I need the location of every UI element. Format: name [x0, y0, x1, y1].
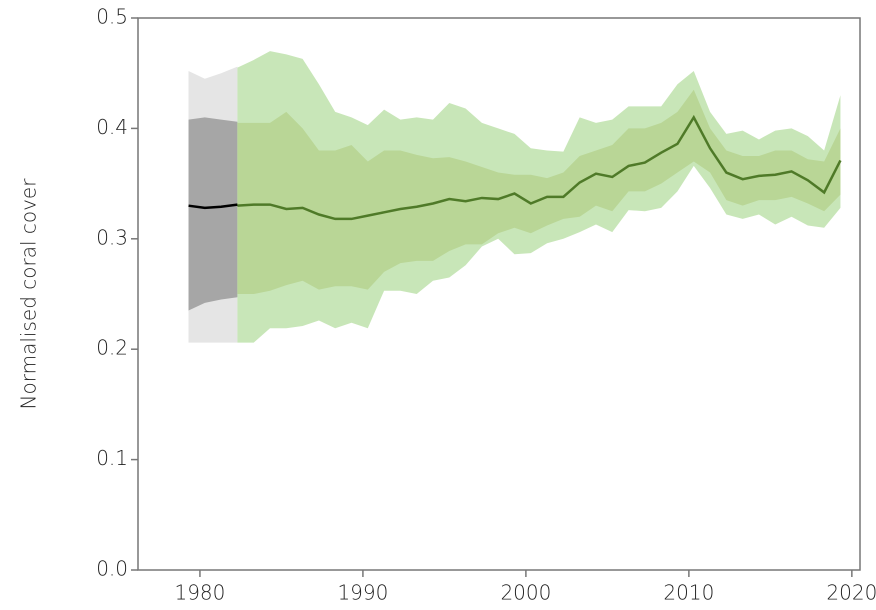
- x-tick-label: 2010: [663, 581, 714, 605]
- inner-band: [188, 117, 238, 311]
- y-tick-label: 0.0: [96, 557, 128, 581]
- y-tick-label: 0.2: [96, 336, 128, 360]
- y-tick-label: 0.4: [96, 115, 128, 139]
- y-tick-label: 0.3: [96, 225, 128, 249]
- x-tick-label: 2020: [826, 581, 876, 605]
- plot-frame: [137, 17, 861, 571]
- x-tick-label: 1980: [174, 581, 225, 605]
- mean-line: [188, 203, 238, 210]
- x-tick-label: 1990: [337, 581, 388, 605]
- inner-band: [237, 89, 841, 294]
- y-tick-label: 0.5: [96, 5, 128, 29]
- y-axis-label: Normalised coral cover: [17, 178, 41, 410]
- y-tick-label: 0.1: [96, 446, 128, 470]
- x-tick-label: 2000: [500, 581, 551, 605]
- mean-line: [237, 114, 842, 221]
